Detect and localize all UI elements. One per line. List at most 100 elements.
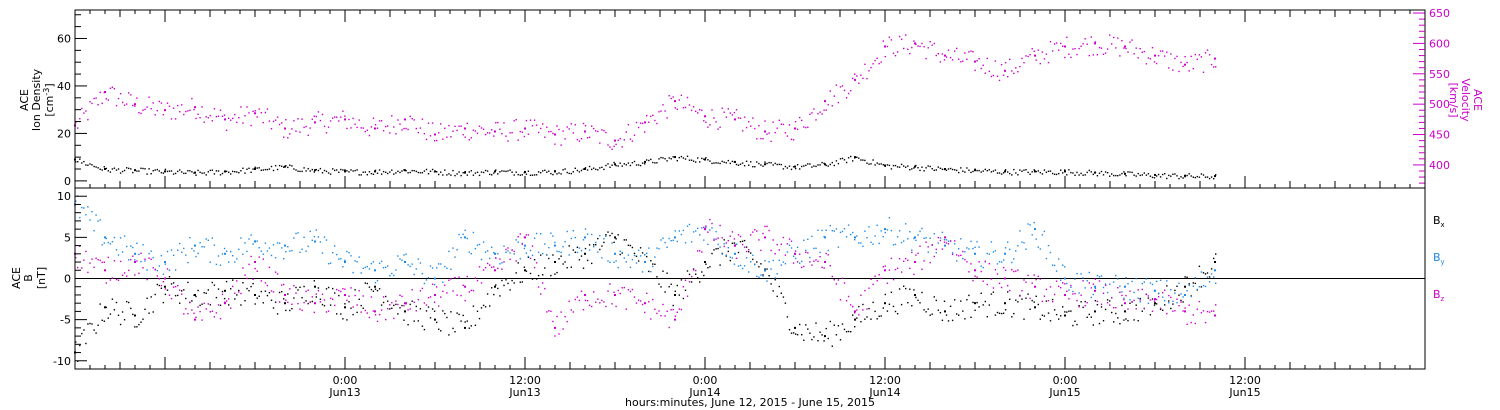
- velocity-point: [1186, 61, 1188, 64]
- bz-data-point: [254, 261, 256, 263]
- bx-point: [1098, 322, 1101, 325]
- by-point: [126, 245, 128, 248]
- bz-point: [572, 311, 574, 313]
- bx-point: [756, 261, 758, 263]
- density-point: [174, 172, 177, 175]
- by-point: [119, 237, 122, 239]
- bx-point: [560, 255, 562, 257]
- velocity-point: [442, 138, 444, 140]
- velocity-point: [580, 138, 583, 140]
- velocity-data-point: [944, 54, 946, 57]
- density-data-point: [314, 169, 316, 172]
- density-point: [860, 159, 862, 161]
- bx-point: [230, 288, 232, 290]
- by-point: [509, 252, 511, 254]
- velocity-point: [615, 143, 617, 146]
- bz-point: [611, 303, 613, 305]
- bx-point: [1166, 285, 1168, 287]
- density-point: [1004, 169, 1007, 171]
- bz-point: [1045, 288, 1048, 291]
- bx-point: [801, 334, 803, 336]
- velocity-point: [913, 40, 915, 42]
- bx-point: [858, 305, 860, 308]
- bx-point: [334, 292, 336, 294]
- bz-point: [403, 305, 405, 307]
- bx-point: [344, 303, 346, 305]
- velocity-point: [550, 130, 552, 133]
- by-point: [476, 244, 479, 246]
- by-point: [556, 250, 558, 253]
- velocity-point: [542, 123, 544, 125]
- bx-point: [217, 288, 220, 290]
- velocity-point: [719, 126, 721, 128]
- bx-point: [593, 244, 595, 246]
- density-point: [1190, 175, 1192, 177]
- bz-point: [727, 240, 729, 242]
- velocity-point: [864, 63, 866, 65]
- bz-point: [158, 278, 160, 280]
- by-point: [268, 247, 271, 249]
- density-point: [635, 164, 638, 166]
- bx-point: [768, 275, 770, 277]
- density-point: [794, 167, 797, 170]
- density-point: [805, 164, 807, 166]
- velocity-point: [1015, 67, 1017, 69]
- velocity-point: [272, 120, 275, 123]
- bz-point: [366, 312, 368, 314]
- velocity-point: [246, 106, 248, 108]
- density-point: [1000, 173, 1003, 175]
- bz-point: [1109, 304, 1111, 306]
- density-point: [1159, 176, 1162, 178]
- top-left-label-line-2: Ion Density: [30, 68, 43, 131]
- bz-point: [564, 316, 566, 318]
- bx-point: [266, 294, 269, 297]
- by-point: [611, 242, 613, 244]
- velocity-point: [344, 115, 346, 117]
- x-tick-label-time: 0:00: [693, 374, 718, 387]
- bx-point: [900, 303, 903, 306]
- bz-point: [77, 266, 79, 269]
- legend-bx-subscript: x: [1441, 221, 1445, 229]
- bz-point: [688, 281, 691, 283]
- bz-point: [1159, 307, 1162, 309]
- bz-point: [1106, 302, 1109, 304]
- velocity-point: [593, 127, 595, 130]
- density-point: [521, 174, 523, 176]
- legend-bx-name: B: [1433, 214, 1441, 227]
- bx-point: [733, 242, 736, 244]
- by-point: [595, 241, 597, 244]
- bz-point: [1049, 286, 1052, 288]
- by-point: [1129, 299, 1131, 301]
- velocity-point: [1192, 67, 1194, 70]
- density-point: [939, 167, 942, 169]
- density-point: [456, 173, 458, 175]
- density-point: [438, 173, 440, 176]
- by-point: [682, 229, 685, 232]
- by-point: [372, 261, 375, 263]
- bz-point: [429, 296, 432, 298]
- bz-point: [215, 312, 218, 314]
- bx-point: [660, 286, 662, 288]
- velocity-point: [83, 112, 85, 114]
- velocity-data-point: [674, 100, 676, 103]
- velocity-point: [1037, 49, 1039, 51]
- density-point: [183, 172, 185, 175]
- by-point: [1145, 278, 1148, 280]
- density-point: [1031, 171, 1033, 173]
- bx-point: [1113, 321, 1115, 323]
- velocity-point: [126, 103, 128, 105]
- by-point: [986, 252, 988, 255]
- density-point: [454, 174, 456, 177]
- bx-point: [796, 334, 799, 336]
- bx-point: [629, 244, 632, 247]
- velocity-point: [984, 72, 986, 74]
- density-point: [535, 174, 538, 176]
- density-point: [760, 164, 762, 166]
- bz-point: [195, 316, 197, 318]
- density-point: [688, 159, 691, 161]
- bx-point: [1125, 318, 1127, 320]
- bz-point: [876, 280, 878, 282]
- velocity-point: [837, 101, 840, 104]
- bz-point: [491, 266, 493, 268]
- bx-point: [362, 307, 364, 309]
